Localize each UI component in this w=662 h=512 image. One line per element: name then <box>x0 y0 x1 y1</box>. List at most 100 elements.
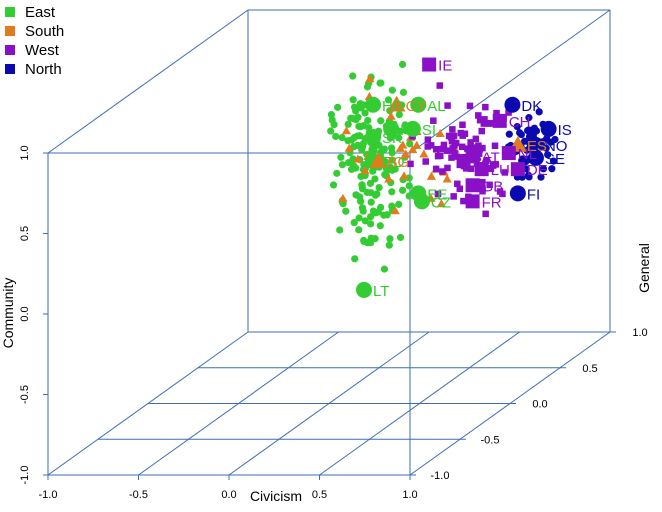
country-label: NO <box>545 138 568 155</box>
data-point <box>469 144 476 152</box>
legend-label: West <box>25 42 60 59</box>
data-point <box>422 158 429 165</box>
country-label: BE <box>473 154 493 171</box>
data-point <box>358 144 366 152</box>
data-point <box>399 88 408 96</box>
data-point <box>444 164 451 172</box>
z-tick-label: 0.0 <box>532 399 547 411</box>
data-point <box>419 149 429 158</box>
data-point <box>386 235 394 243</box>
data-point <box>537 173 545 181</box>
country-label: DK <box>521 98 542 115</box>
data-point <box>353 132 362 140</box>
data-point <box>327 110 336 119</box>
data-point <box>476 116 484 124</box>
data-point <box>365 74 375 83</box>
axis-ticks: -1.0 -1.0 -1.0 -0.5 -0.5 -0.5 0.0 0.0 0.0 0.5 0.5 0… <box>19 145 648 501</box>
data-point <box>367 198 375 206</box>
data-point <box>380 265 389 273</box>
data-point <box>363 83 372 91</box>
country-label: BG <box>387 154 409 171</box>
z-tick-label: -0.5 <box>481 434 500 446</box>
floor-grid-line <box>319 331 520 476</box>
data-point <box>384 174 394 183</box>
data-point <box>442 174 452 183</box>
data-point <box>395 110 403 119</box>
country-marker <box>404 120 421 137</box>
country-marker <box>413 193 430 210</box>
data-point <box>453 153 460 160</box>
country-label: CH <box>509 114 531 131</box>
data-point <box>452 139 460 147</box>
data-point <box>390 206 400 215</box>
legend-swatch <box>5 26 15 36</box>
data-point <box>472 135 480 143</box>
data-point <box>355 226 363 234</box>
data-point <box>338 161 346 169</box>
country-marker <box>527 149 544 166</box>
data-point <box>344 120 352 128</box>
country-marker <box>540 120 557 137</box>
data-point <box>493 109 500 117</box>
data-point <box>459 121 466 129</box>
data-point <box>461 130 469 138</box>
data-point <box>434 190 442 198</box>
data-point <box>350 162 358 170</box>
country-label: DE <box>527 162 548 179</box>
data-point <box>460 197 467 205</box>
data-point <box>361 109 369 117</box>
data-point <box>525 114 533 122</box>
data-point <box>530 124 539 132</box>
data-point <box>399 171 409 180</box>
data-point <box>336 226 344 234</box>
box-edge <box>47 9 249 154</box>
country-label: AL <box>427 98 445 115</box>
data-point <box>486 120 493 127</box>
data-point <box>549 157 558 165</box>
data-point <box>436 82 444 89</box>
data-point <box>516 129 524 137</box>
data-point <box>380 145 389 153</box>
data-point <box>370 143 378 151</box>
data-point <box>450 193 457 200</box>
country-label: FR <box>482 194 502 211</box>
data-point <box>358 204 367 212</box>
data-point <box>547 138 555 146</box>
data-point <box>358 185 367 193</box>
data-point <box>492 161 500 168</box>
data-point <box>405 174 413 182</box>
country-label: GB <box>482 178 504 195</box>
data-point <box>369 167 377 175</box>
data-point <box>486 164 494 172</box>
data-point <box>447 134 455 141</box>
data-point <box>349 96 357 104</box>
data-point <box>333 169 341 177</box>
country-label: HR <box>382 98 404 115</box>
country-label: IE <box>438 58 452 75</box>
data-point <box>475 112 482 119</box>
y-tick-label: -1.0 <box>19 466 31 485</box>
country-marker <box>465 178 480 193</box>
data-point <box>357 172 365 181</box>
data-point <box>367 213 375 221</box>
data-point <box>432 146 440 153</box>
data-point <box>380 211 388 219</box>
country-label: RO <box>382 154 405 171</box>
country-marker <box>474 162 489 177</box>
country-marker <box>387 95 406 112</box>
country-marker <box>465 149 480 164</box>
data-point <box>328 116 336 124</box>
data-point <box>539 165 548 173</box>
country-label: ES <box>527 138 547 155</box>
data-point <box>406 140 414 148</box>
data-point <box>482 210 489 218</box>
legend-label: East <box>25 4 56 21</box>
country-label: IS <box>558 122 572 139</box>
data-point <box>412 140 422 149</box>
country-label: SE <box>545 151 565 168</box>
data-point <box>391 165 399 173</box>
data-point <box>356 193 364 201</box>
data-point <box>427 142 435 149</box>
